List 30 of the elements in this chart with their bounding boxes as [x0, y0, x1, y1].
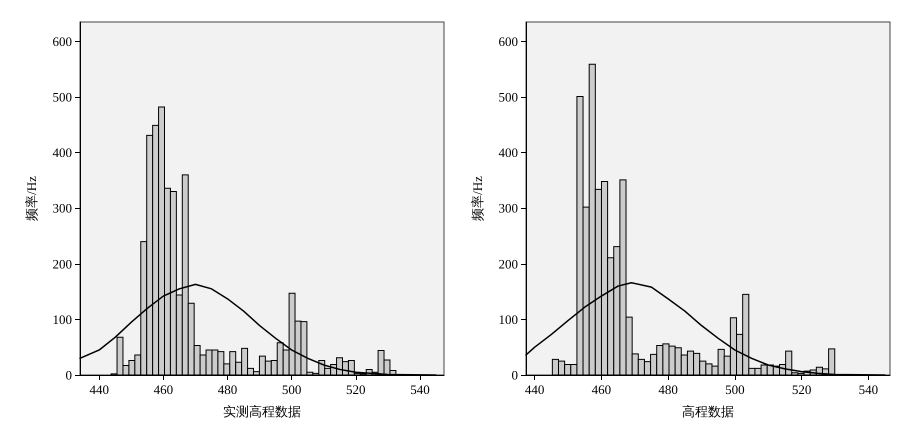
x-tick-label: 540 [858, 382, 878, 397]
y-tick-label: 300 [52, 200, 72, 216]
y-tick-label: 400 [52, 145, 72, 160]
x-tick-label: 520 [792, 382, 812, 397]
y-tick-label: 100 [498, 312, 518, 327]
x-tick-label: 480 [218, 382, 238, 397]
x-tick-label: 540 [410, 382, 430, 397]
y-tick-label: 600 [52, 34, 72, 49]
y-tick-label: 500 [498, 90, 518, 105]
x-tick-label: 500 [725, 382, 745, 397]
x-tick-label: 480 [658, 382, 678, 397]
y-tick-label: 400 [498, 145, 518, 160]
y-tick-label: 200 [498, 256, 518, 272]
y-tick-label: 100 [52, 312, 72, 327]
y-tick-label: 0 [512, 368, 518, 382]
y-tick-label: 500 [52, 90, 72, 105]
x-axis-title: 高程数据 [682, 404, 734, 419]
y-axis-title: 频率/Hz [470, 176, 485, 221]
y-tick-label: 600 [498, 34, 518, 49]
y-tick-label: 0 [66, 368, 72, 382]
x-tick-label: 460 [592, 382, 612, 397]
y-tick-label: 200 [52, 256, 72, 272]
x-tick-label: 440 [524, 382, 544, 397]
x-tick-label: 440 [89, 382, 109, 397]
y-tick-label: 300 [498, 200, 518, 216]
x-tick-label: 460 [154, 382, 174, 397]
x-tick-label: 500 [282, 382, 302, 397]
x-axis-title: 实测高程数据 [223, 404, 301, 419]
x-tick-label: 520 [346, 382, 366, 397]
y-axis-title: 频率/Hz [24, 176, 39, 221]
